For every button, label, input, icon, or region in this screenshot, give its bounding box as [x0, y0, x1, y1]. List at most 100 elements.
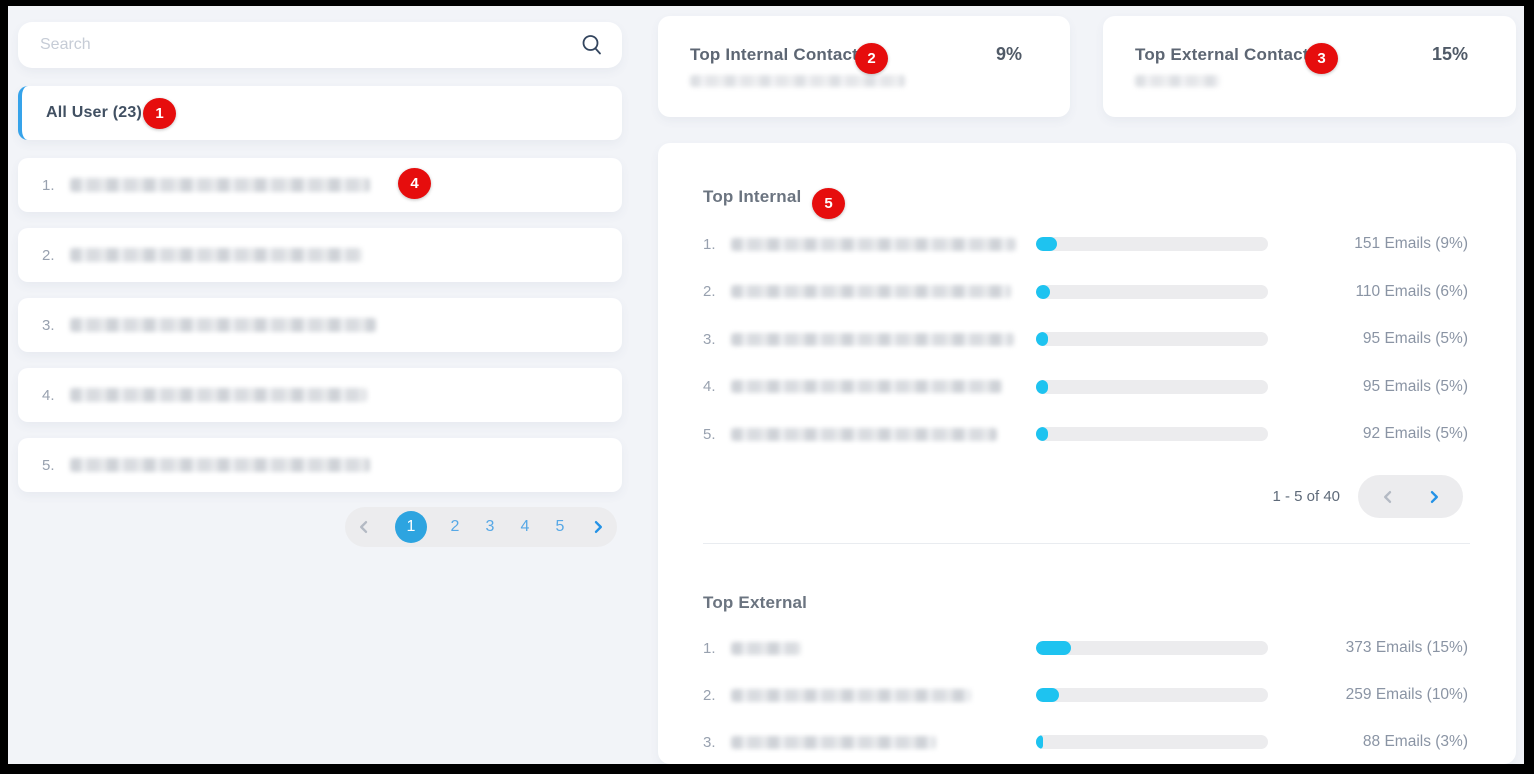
filter-tab-label: All User (23) [46, 104, 142, 121]
redacted-contact-name [731, 641, 801, 655]
email-count-label: 92 Emails (5%) [1362, 425, 1468, 442]
range-label: 1 - 5 of 40 [1272, 488, 1340, 505]
search-input[interactable] [38, 35, 580, 55]
user-rank: 1. [42, 176, 55, 194]
user-list-item[interactable]: 5. [18, 438, 622, 492]
redacted-email [690, 75, 905, 87]
email-share-bar [1036, 641, 1268, 655]
user-list-item[interactable]: 3. [18, 298, 622, 352]
email-share-bar-fill [1036, 237, 1057, 251]
user-rank: 4. [42, 386, 55, 404]
page-button-5[interactable]: 5 [555, 518, 565, 535]
summary-external-value: 15% [1431, 44, 1468, 64]
summary-external-title: Top External Contacts [1135, 44, 1319, 64]
contact-rank: 3. [703, 733, 716, 751]
redacted-email [70, 458, 370, 472]
contact-row[interactable]: 2. 259 Emails (10%) [703, 680, 1468, 710]
contact-row[interactable]: 1. 151 Emails (9%) [703, 229, 1468, 259]
dashboard-root: All User (23) 1. 2. 3. 4. 5. 1 2 3 4 5 Top Inter… [8, 6, 1524, 764]
contact-row[interactable]: 3. 88 Emails (3%) [703, 727, 1468, 757]
sidebar-page-numbers: 1 2 3 4 5 [395, 511, 567, 543]
chevron-right-icon[interactable] [1424, 487, 1444, 507]
page-button-4[interactable]: 4 [520, 518, 530, 535]
top-external-rows: 1. 373 Emails (15%) 2. 259 Emails (10%) 3. 88… [703, 633, 1468, 764]
user-rank: 5. [42, 456, 55, 474]
contact-rank: 2. [703, 686, 716, 704]
email-share-bar [1036, 284, 1268, 299]
chevron-left-icon[interactable] [354, 517, 374, 537]
user-list-item[interactable]: 2. [18, 228, 622, 282]
contact-label: 2. [703, 283, 1036, 300]
email-share-bar-fill [1036, 427, 1048, 441]
summary-internal-value: 9% [995, 44, 1022, 64]
email-count-label: 95 Emails (5%) [1362, 330, 1468, 347]
summary-card-external[interactable]: Top External Contacts 15% [1103, 16, 1516, 117]
email-share-bar [1036, 688, 1268, 702]
search-icon[interactable] [580, 33, 604, 57]
contact-rank: 3. [703, 330, 716, 348]
email-share-bar-fill [1036, 379, 1048, 394]
annotation-badge-1: 1 [143, 98, 176, 129]
summary-internal-title: Top Internal Contacts [690, 44, 868, 64]
user-list: 1. 2. 3. 4. 5. [18, 158, 622, 508]
contact-rank: 5. [703, 425, 716, 443]
email-share-bar-fill [1036, 688, 1059, 702]
email-share-bar-fill [1036, 641, 1071, 655]
email-count-label: 259 Emails (10%) [1345, 686, 1468, 703]
email-share-bar-fill [1036, 284, 1050, 299]
redacted-contact-name [731, 332, 1014, 346]
contact-row[interactable]: 4. 95 Emails (5%) [703, 372, 1468, 402]
email-share-bar [1036, 332, 1268, 346]
contact-row[interactable]: 1. 373 Emails (15%) [703, 633, 1468, 663]
redacted-email [70, 318, 376, 332]
chevron-right-icon[interactable] [588, 517, 608, 537]
user-list-item[interactable]: 1. [18, 158, 622, 212]
email-share-bar [1036, 237, 1268, 251]
top-internal-heading: Top Internal [703, 187, 802, 206]
user-rank: 3. [42, 316, 55, 334]
annotation-badge-5: 5 [812, 188, 845, 219]
annotation-badge-2: 2 [855, 43, 888, 74]
contact-label: 1. [703, 640, 1036, 657]
top-internal-rows: 1. 151 Emails (9%) 2. 110 Emails (6%) 3. 95 E… [703, 229, 1468, 469]
email-count-label: 95 Emails (5%) [1362, 377, 1468, 395]
contact-label: 5. [703, 426, 1036, 443]
user-rank: 2. [42, 246, 55, 264]
contacts-panel: Top Internal 1. 151 Emails (9%) 2. 110 Emai… [658, 143, 1516, 764]
user-list-item[interactable]: 4. [18, 368, 622, 422]
redacted-domain [1135, 75, 1220, 87]
contact-row[interactable]: 2. 110 Emails (6%) [703, 277, 1468, 307]
contact-rank: 2. [703, 283, 716, 300]
annotation-badge-3: 3 [1305, 43, 1338, 74]
contact-label: 1. [703, 236, 1036, 253]
redacted-contact-name [731, 735, 936, 749]
contact-rank: 4. [703, 378, 716, 395]
internal-pagination: 1 - 5 of 40 [1272, 475, 1463, 518]
email-share-bar [1036, 735, 1268, 749]
sidebar-pagination: 1 2 3 4 5 [345, 507, 617, 547]
email-share-bar [1036, 427, 1268, 441]
email-count-label: 88 Emails (3%) [1362, 733, 1468, 750]
email-share-bar-fill [1036, 735, 1043, 749]
email-share-bar [1036, 379, 1268, 394]
chevron-left-icon[interactable] [1378, 487, 1398, 507]
page-button-3[interactable]: 3 [485, 518, 495, 535]
contact-label: 3. [703, 734, 1036, 751]
contact-row[interactable]: 3. 95 Emails (5%) [703, 324, 1468, 354]
contact-row[interactable]: 5. 92 Emails (5%) [703, 419, 1468, 449]
redacted-email [70, 248, 362, 262]
redacted-contact-name [731, 688, 971, 702]
redacted-email [70, 388, 367, 402]
contact-rank: 1. [703, 639, 716, 657]
page-button-2[interactable]: 2 [450, 518, 460, 535]
redacted-contact-name [731, 285, 1011, 298]
email-share-bar-fill [1036, 332, 1048, 346]
top-external-heading: Top External [703, 593, 808, 612]
redacted-contact-name [731, 380, 1002, 393]
filter-tab-all-users[interactable]: All User (23) [18, 86, 622, 140]
annotation-badge-4: 4 [398, 168, 431, 199]
contact-label: 3. [703, 331, 1036, 348]
summary-card-internal[interactable]: Top Internal Contacts 9% [658, 16, 1070, 117]
contact-rank: 1. [703, 235, 716, 253]
page-button-1[interactable]: 1 [395, 511, 427, 543]
